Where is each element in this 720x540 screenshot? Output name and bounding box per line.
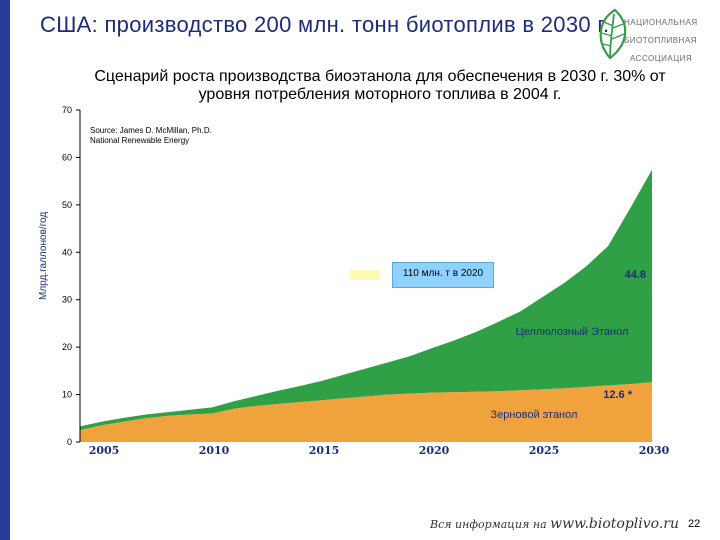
callout-2020: 110 млн. т в 2020 [392,262,494,288]
source-line-1: Source: James D. McMillan, Ph.D. [90,126,212,135]
y-axis-label: Млрд.галлонов/год [38,211,49,300]
page-number: 22 [688,518,701,530]
grain-series-label: Зерновой этанол [491,409,578,421]
logo-line-2: БИОТОПЛИВНАЯ [624,36,697,45]
cellulose-area [80,169,652,431]
grain-area [80,382,652,442]
x-tick-label: 2015 [309,444,340,457]
y-tick-label: 70 [62,105,72,115]
y-tick-label: 40 [62,247,72,257]
logo-line-1: НАЦИОНАЛЬНАЯ [624,18,698,27]
slide-title: США: производство 200 млн. тонн биотопли… [40,12,610,37]
x-tick-label: 2025 [529,444,560,457]
association-logo: НАЦИОНАЛЬНАЯ БИОТОПЛИВНАЯ АССОЦИАЦИЯ [590,6,720,66]
footer: Вся информация на www.biotoplivo.ru [430,516,679,532]
x-tick-label: 2030 [639,444,670,457]
cellulose-series-label: Целлюлозный Этанол [516,326,629,338]
x-tick-label: 2010 [199,444,230,457]
leaf-logo-icon [599,8,627,60]
left-accent-bar [0,0,10,540]
slide-subtitle: Сценарий роста производства биоэтанола д… [94,68,666,103]
logo-line-3: АССОЦИАЦИЯ [630,54,693,63]
y-tick-label: 50 [62,200,72,210]
y-tick-label: 30 [62,295,72,305]
y-tick-label: 10 [62,390,72,400]
grain-value-label: 12.6 * [603,389,632,401]
y-tick-label: 0 [67,437,72,447]
y-tick-label: 20 [62,342,72,352]
callout-highlight [350,270,380,280]
source-line-2: National Renewable Energy [90,136,190,145]
x-tick-label: 2020 [419,444,450,457]
footer-prefix: Вся информация на [430,518,547,531]
x-tick-label: 2005 [89,444,120,457]
chart-source: Source: James D. McMillan, Ph.D. Nationa… [90,126,212,146]
footer-url[interactable]: www.biotoplivo.ru [550,516,679,532]
cellulose-value-label: 44.8 [625,269,646,281]
y-tick-label: 60 [62,152,72,162]
